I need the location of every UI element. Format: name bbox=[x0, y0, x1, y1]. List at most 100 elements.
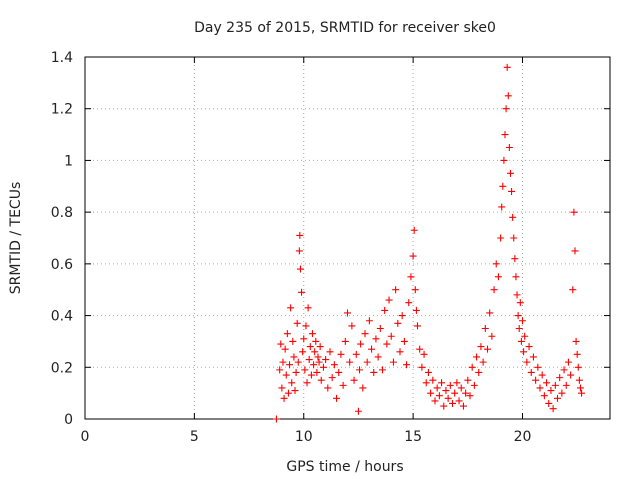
data-point bbox=[574, 363, 582, 371]
data-point bbox=[455, 397, 463, 405]
data-point bbox=[514, 312, 522, 320]
data-point bbox=[529, 353, 537, 361]
data-point bbox=[511, 255, 519, 263]
data-point bbox=[497, 234, 505, 242]
data-point bbox=[442, 387, 450, 395]
data-point bbox=[294, 358, 302, 366]
data-point bbox=[506, 169, 514, 177]
data-point bbox=[361, 330, 369, 338]
data-point bbox=[412, 306, 420, 314]
data-point bbox=[504, 92, 512, 100]
data-point bbox=[427, 389, 435, 397]
data-point bbox=[519, 317, 526, 325]
data-point bbox=[298, 288, 306, 296]
data-point bbox=[479, 358, 487, 366]
data-point bbox=[354, 407, 362, 415]
data-point bbox=[328, 374, 336, 382]
data-point bbox=[283, 330, 291, 338]
data-point bbox=[317, 376, 325, 384]
data-point bbox=[326, 348, 334, 356]
data-point bbox=[513, 291, 521, 299]
data-point bbox=[359, 384, 367, 392]
data-point bbox=[272, 415, 280, 423]
data-point bbox=[381, 306, 389, 314]
x-tick-label: 0 bbox=[81, 429, 90, 445]
data-point bbox=[466, 392, 474, 400]
data-point bbox=[564, 358, 572, 366]
data-point bbox=[435, 392, 443, 400]
data-point bbox=[312, 337, 320, 345]
data-point bbox=[549, 405, 557, 413]
data-point bbox=[409, 252, 417, 260]
data-point bbox=[292, 368, 300, 376]
data-point bbox=[392, 286, 400, 294]
data-point bbox=[307, 371, 315, 379]
x-tick-labels: 0 5 10 15 20 bbox=[81, 429, 532, 445]
data-point bbox=[398, 312, 406, 320]
x-axis-label: GPS time / hours bbox=[286, 459, 403, 475]
data-point bbox=[501, 131, 509, 139]
data-point bbox=[494, 273, 502, 281]
y-tick-label: 1 bbox=[64, 153, 73, 169]
data-point bbox=[293, 319, 301, 327]
data-point bbox=[532, 376, 540, 384]
data-point bbox=[407, 273, 415, 281]
data-point bbox=[337, 350, 345, 358]
data-point bbox=[429, 376, 437, 384]
data-point bbox=[572, 337, 580, 345]
data-point bbox=[299, 348, 307, 356]
data-point bbox=[284, 389, 292, 397]
data-point bbox=[356, 366, 364, 374]
y-tick-label: 0 bbox=[64, 412, 73, 428]
data-point bbox=[446, 381, 454, 389]
data-points bbox=[272, 63, 586, 423]
data-point bbox=[400, 337, 408, 345]
data-point bbox=[348, 322, 356, 330]
y-tick-label: 0.6 bbox=[51, 257, 73, 273]
data-point bbox=[295, 247, 303, 255]
data-point bbox=[424, 368, 432, 376]
data-point bbox=[396, 348, 404, 356]
data-point bbox=[573, 350, 581, 358]
data-point bbox=[339, 381, 347, 389]
data-point bbox=[459, 402, 467, 410]
data-point bbox=[344, 309, 351, 317]
data-point bbox=[508, 187, 516, 195]
data-point bbox=[341, 337, 349, 345]
data-point bbox=[449, 399, 456, 407]
grid-lines bbox=[85, 57, 610, 419]
data-point bbox=[431, 397, 439, 405]
x-tick-label: 20 bbox=[514, 429, 532, 445]
data-point bbox=[313, 368, 321, 376]
data-point bbox=[536, 384, 544, 392]
data-point bbox=[314, 353, 322, 361]
data-point bbox=[525, 343, 533, 351]
data-point bbox=[473, 353, 481, 361]
y-tick-label: 1.4 bbox=[51, 50, 73, 66]
data-point bbox=[560, 366, 568, 374]
x-tick-label: 15 bbox=[404, 429, 422, 445]
data-point bbox=[278, 384, 286, 392]
data-point bbox=[370, 368, 378, 376]
data-point bbox=[316, 343, 324, 351]
y-tick-label: 0.2 bbox=[51, 360, 73, 376]
data-point bbox=[505, 144, 513, 151]
data-point bbox=[289, 337, 297, 345]
data-point bbox=[498, 203, 506, 211]
data-point bbox=[510, 234, 518, 242]
data-point bbox=[368, 345, 376, 353]
data-point bbox=[372, 335, 380, 343]
y-tick-label: 0.4 bbox=[51, 309, 73, 325]
data-point bbox=[281, 345, 289, 353]
data-point bbox=[286, 361, 294, 369]
data-point bbox=[486, 309, 494, 317]
data-point bbox=[383, 340, 391, 348]
data-point bbox=[538, 371, 546, 379]
data-point bbox=[464, 376, 472, 384]
data-point bbox=[457, 384, 465, 392]
axis-ticks bbox=[84, 56, 610, 420]
data-point bbox=[543, 379, 551, 387]
data-point bbox=[363, 358, 371, 366]
